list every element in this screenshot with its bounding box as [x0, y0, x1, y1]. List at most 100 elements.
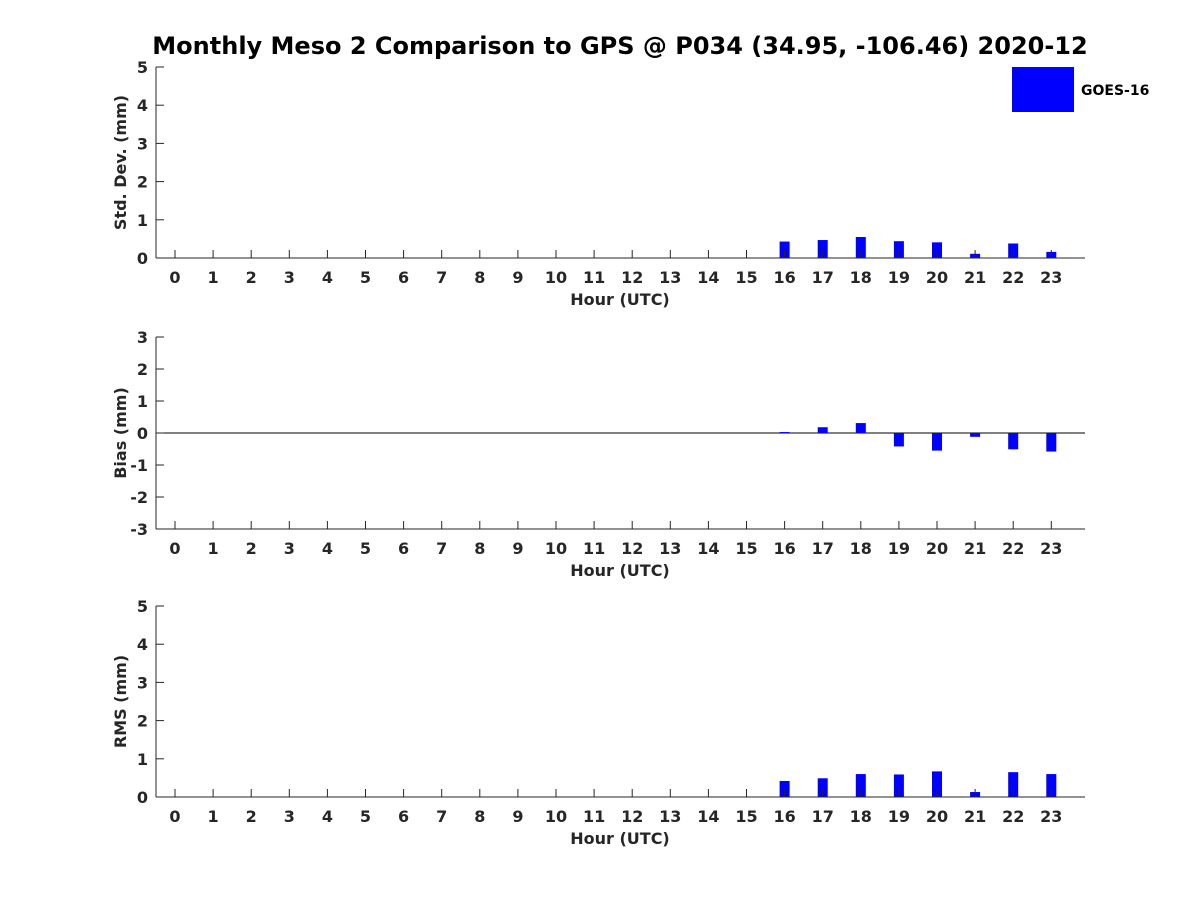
rms-ytick-label: 3: [137, 673, 148, 692]
std-dev-xlabel: Hour (UTC): [570, 290, 670, 309]
std-dev-ytick-label: 3: [137, 134, 148, 153]
std-dev-xtick-label: 10: [545, 268, 567, 287]
bias-xtick-label: 22: [1002, 539, 1024, 558]
std-dev-ylabel: Std. Dev. (mm): [111, 95, 130, 230]
rms-xtick-label: 3: [284, 807, 295, 826]
rms-bar-18: [855, 774, 866, 797]
std-dev-ytick-label: 4: [137, 96, 148, 115]
rms-xtick-label: 22: [1002, 807, 1024, 826]
rms-xtick-label: 10: [545, 807, 567, 826]
rms-xtick-label: 1: [208, 807, 219, 826]
std-dev-xtick-label: 13: [659, 268, 681, 287]
bias-bar-17: [817, 427, 828, 433]
rms-xlabel: Hour (UTC): [570, 829, 670, 848]
bias-xtick-label: 4: [322, 539, 333, 558]
rms-xtick-label: 5: [360, 807, 371, 826]
bias-xtick-label: 14: [697, 539, 719, 558]
rms-bar-19: [893, 774, 904, 797]
rms-xtick-label: 20: [926, 807, 948, 826]
std-dev-xtick-label: 9: [512, 268, 523, 287]
std-dev-xtick-label: 15: [735, 268, 757, 287]
bias-bar-21: [970, 433, 981, 437]
rms-ytick-label: 1: [137, 750, 148, 769]
bias-bar-23: [1046, 433, 1057, 452]
std-dev-xtick-label: 20: [926, 268, 948, 287]
rms-xtick-label: 19: [888, 807, 910, 826]
rms-xtick-label: 11: [583, 807, 605, 826]
bias-xtick-label: 8: [474, 539, 485, 558]
rms-xtick-label: 8: [474, 807, 485, 826]
std-dev-xtick-label: 8: [474, 268, 485, 287]
rms-xtick-label: 7: [436, 807, 447, 826]
rms-xtick-label: 2: [246, 807, 257, 826]
bias-bar-18: [855, 423, 866, 433]
rms-xtick-label: 23: [1040, 807, 1062, 826]
std-dev-ytick-label: 2: [137, 173, 148, 192]
std-dev-xtick-label: 12: [621, 268, 643, 287]
bias-xtick-label: 15: [735, 539, 757, 558]
std-dev-xtick-label: 17: [812, 268, 834, 287]
bias-ytick-label: 2: [137, 360, 148, 379]
bias-bar-20: [932, 433, 942, 451]
std-dev-xtick-label: 23: [1040, 268, 1062, 287]
std-dev-xtick-label: 21: [964, 268, 986, 287]
bias-xtick-label: 0: [169, 539, 180, 558]
bias-xtick-label: 19: [888, 539, 910, 558]
std-dev-xtick-label: 5: [360, 268, 371, 287]
bias-ytick-label: 3: [137, 328, 148, 347]
bias-bar-22: [1008, 433, 1019, 450]
rms-xtick-label: 12: [621, 807, 643, 826]
bias-xtick-label: 17: [812, 539, 834, 558]
bias-xtick-label: 10: [545, 539, 567, 558]
rms-bar-22: [1008, 772, 1019, 797]
rms-xtick-label: 21: [964, 807, 986, 826]
bias-xtick-label: 16: [773, 539, 795, 558]
rms-bar-23: [1046, 774, 1057, 797]
std-dev-xtick-label: 7: [436, 268, 447, 287]
std-dev-bar-19: [893, 241, 904, 258]
rms-bar-20: [932, 771, 942, 797]
rms-xtick-label: 17: [812, 807, 834, 826]
bias-ytick-label: -3: [130, 520, 148, 539]
bias-xtick-label: 18: [850, 539, 872, 558]
rms-ytick-label: 2: [137, 712, 148, 731]
std-dev-xtick-label: 19: [888, 268, 910, 287]
rms-xtick-label: 16: [773, 807, 795, 826]
std-dev-ytick-label: 0: [137, 249, 148, 268]
bias-xtick-label: 5: [360, 539, 371, 558]
bias-xtick-label: 6: [398, 539, 409, 558]
rms-ylabel: RMS (mm): [111, 655, 130, 748]
std-dev-xtick-label: 14: [697, 268, 719, 287]
bias-xtick-label: 2: [246, 539, 257, 558]
rms-bar-16: [779, 780, 790, 797]
bias-xtick-label: 12: [621, 539, 643, 558]
rms-xtick-label: 0: [169, 807, 180, 826]
std-dev-xtick-label: 3: [284, 268, 295, 287]
std-dev-xtick-label: 16: [773, 268, 795, 287]
std-dev-xtick-label: 0: [169, 268, 180, 287]
std-dev-xtick-label: 4: [322, 268, 333, 287]
rms-ytick-label: 4: [137, 635, 148, 654]
rms-xtick-label: 15: [735, 807, 757, 826]
std-dev-bar-18: [855, 236, 866, 258]
bias-ytick-label: 1: [137, 392, 148, 411]
bias-xtick-label: 1: [208, 539, 219, 558]
rms-ytick-label: 0: [137, 788, 148, 807]
rms-xtick-label: 14: [697, 807, 719, 826]
rms-ytick-label: 5: [137, 597, 148, 616]
rms-bar-17: [817, 778, 828, 797]
bias-ytick-label: -2: [130, 488, 148, 507]
bias-xlabel: Hour (UTC): [570, 561, 670, 580]
std-dev-ytick-label: 1: [137, 211, 148, 230]
bias-xtick-label: 23: [1040, 539, 1062, 558]
bias-ytick-label: 0: [137, 424, 148, 443]
std-dev-xtick-label: 11: [583, 268, 605, 287]
std-dev-xtick-label: 2: [246, 268, 257, 287]
rms-xtick-label: 9: [512, 807, 523, 826]
bias-xtick-label: 13: [659, 539, 681, 558]
std-dev-xtick-label: 18: [850, 268, 872, 287]
bias-xtick-label: 11: [583, 539, 605, 558]
